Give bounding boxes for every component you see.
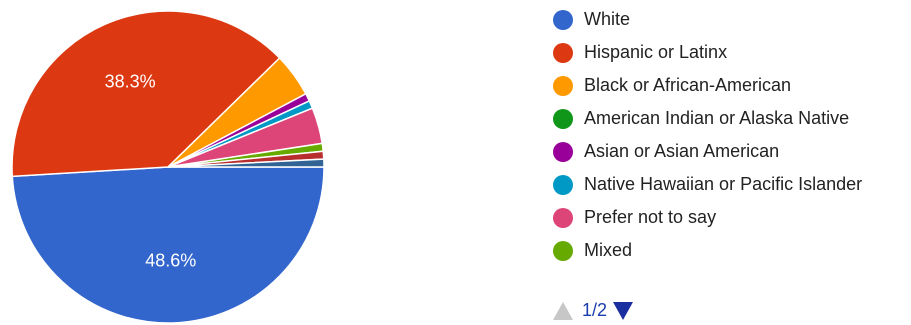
legend-page-indicator: 1/2 xyxy=(582,300,608,320)
legend-label: Black or African-American xyxy=(584,75,792,95)
legend-swatch xyxy=(553,240,573,261)
legend-label: Prefer not to say xyxy=(584,207,717,227)
legend-swatch xyxy=(553,9,573,30)
legend-item-6[interactable]: Prefer not to say xyxy=(553,201,862,234)
legend-label: American Indian or Alaska Native xyxy=(584,108,850,128)
legend-label: White xyxy=(584,9,631,29)
legend-label: Mixed xyxy=(584,240,633,260)
legend-swatch xyxy=(553,108,573,129)
legend-item-1[interactable]: Hispanic or Latinx xyxy=(553,36,862,69)
triangle-down-icon[interactable] xyxy=(613,301,634,320)
legend-swatch xyxy=(553,42,573,63)
legend-swatch xyxy=(553,141,573,162)
legend-item-7[interactable]: Mixed xyxy=(553,234,862,267)
legend-item-2[interactable]: Black or African-American xyxy=(553,69,862,102)
legend-item-5[interactable]: Native Hawaiian or Pacific Islander xyxy=(553,168,862,201)
legend-item-3[interactable]: American Indian or Alaska Native xyxy=(553,102,862,135)
triangle-up-icon xyxy=(553,301,573,320)
pie-slice-label-1: 38.3% xyxy=(105,71,156,91)
legend-label: Native Hawaiian or Pacific Islander xyxy=(584,174,863,194)
chart-legend: White Hispanic or Latinx Black or African-… xyxy=(553,3,862,267)
pie-slice-1[interactable] xyxy=(11,10,281,178)
pie-slice-label-0: 48.6% xyxy=(145,251,196,271)
legend-pager: 1/2 xyxy=(553,300,634,321)
pie-chart: 48.6% 38.3% xyxy=(11,10,325,324)
legend-swatch xyxy=(553,207,573,228)
legend-swatch xyxy=(553,174,573,195)
legend-label: Hispanic or Latinx xyxy=(584,42,728,62)
pie-slice-9[interactable] xyxy=(167,158,325,168)
legend-item-0[interactable]: White xyxy=(553,3,862,36)
legend-label: Asian or Asian American xyxy=(584,141,780,161)
legend-item-4[interactable]: Asian or Asian American xyxy=(553,135,862,168)
pie-slice-0[interactable] xyxy=(11,166,325,324)
legend-swatch xyxy=(553,75,573,96)
